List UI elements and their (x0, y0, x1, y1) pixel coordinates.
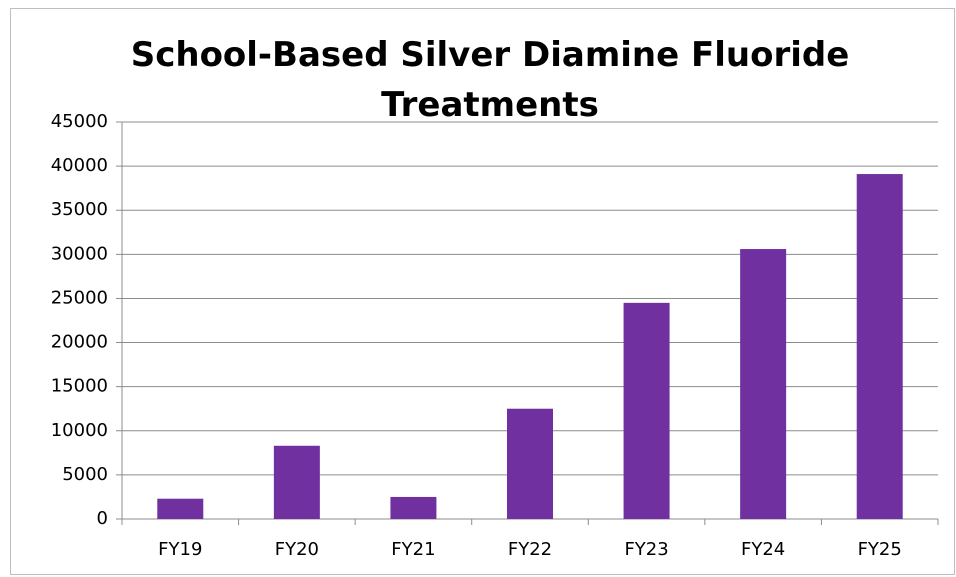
x-tick-label: FY20 (275, 539, 319, 560)
bar (856, 174, 903, 519)
bar (740, 249, 787, 520)
bar (157, 498, 204, 519)
x-tick-label: FY23 (624, 539, 668, 560)
x-tick-label: FY21 (391, 539, 435, 560)
x-tick-label: FY24 (741, 539, 785, 560)
chart-title: School-Based Silver Diamine Fluoride Tre… (130, 35, 850, 125)
y-tick-label: 10000 (51, 420, 108, 441)
bar (390, 496, 437, 519)
y-tick-label: 15000 (51, 376, 108, 397)
y-tick-label: 0 (97, 508, 108, 529)
y-tick-label: 35000 (51, 199, 108, 220)
y-tick-label: 40000 (51, 155, 108, 176)
y-tick-label: 5000 (62, 464, 108, 485)
bar (273, 445, 320, 519)
y-tick-label: 20000 (51, 332, 108, 353)
y-tick-label: 45000 (51, 111, 108, 132)
x-tick-label: FY25 (858, 539, 902, 560)
bar (507, 408, 553, 519)
x-tick-label: FY22 (508, 539, 552, 560)
x-tick-label: FY19 (158, 539, 202, 560)
bar (623, 302, 670, 519)
y-tick-label: 30000 (51, 243, 108, 264)
y-tick-label: 25000 (51, 287, 108, 308)
chart-border (10, 8, 955, 575)
